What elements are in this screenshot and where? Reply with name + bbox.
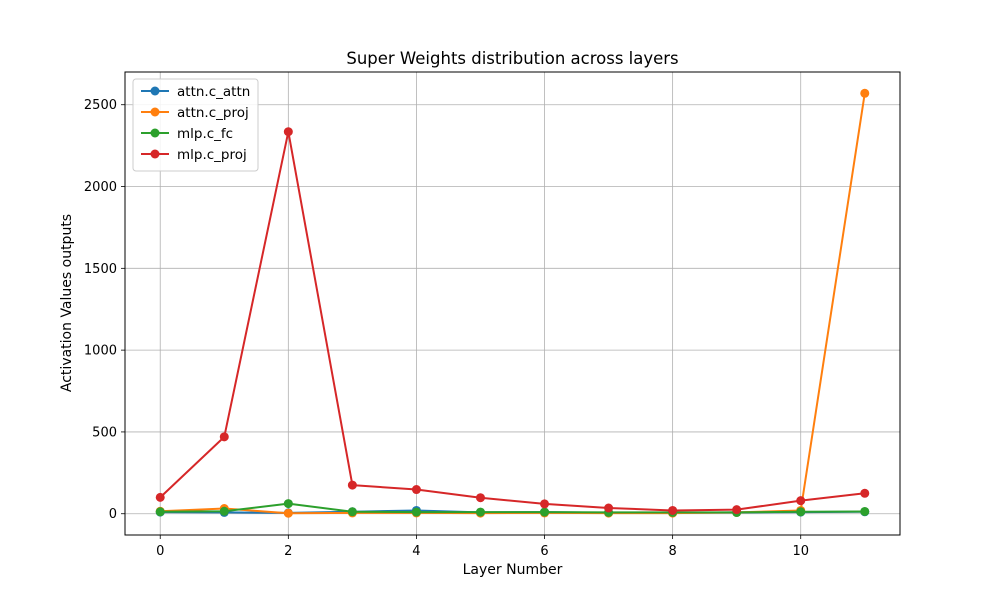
data-point <box>155 507 165 517</box>
data-point <box>732 505 742 515</box>
x-tick-label: 2 <box>284 544 292 559</box>
series-mlp-c-proj <box>155 127 870 515</box>
data-point <box>540 499 550 509</box>
data-point <box>411 485 421 495</box>
x-axis: 0 2 4 6 8 10 <box>156 535 809 559</box>
legend-item: mlp.c_proj <box>141 147 247 163</box>
legend-box <box>132 78 259 172</box>
legend-item: attn.c_attn <box>141 84 250 100</box>
data-point <box>796 496 806 506</box>
y-tick-label: 2500 <box>84 98 117 113</box>
x-tick-label: 10 <box>792 544 809 559</box>
y-tick-label: 1000 <box>84 344 117 359</box>
data-point <box>283 499 293 509</box>
legend-item: attn.c_proj <box>141 105 249 121</box>
x-tick-label: 8 <box>668 544 676 559</box>
data-point <box>668 505 678 515</box>
data-point <box>155 492 165 502</box>
chart-title: Super Weights distribution across layers <box>346 49 678 68</box>
y-tick-label: 2000 <box>84 180 117 195</box>
data-point <box>475 493 485 503</box>
data-point <box>411 507 421 517</box>
legend-marker <box>150 149 160 159</box>
data-point <box>475 507 485 517</box>
y-tick-label: 500 <box>92 425 117 440</box>
y-axis: 0 500 1000 1500 2000 2500 <box>84 98 125 522</box>
legend-marker <box>150 107 160 117</box>
data-point <box>860 88 870 98</box>
y-axis-label: Activation Values outputs <box>59 214 75 392</box>
plot-frame <box>124 71 901 536</box>
data-point <box>796 507 806 517</box>
x-tick-label: 4 <box>412 544 420 559</box>
legend-marker <box>150 128 160 138</box>
data-point <box>347 507 357 517</box>
y-tick-label: 0 <box>109 507 117 522</box>
data-point <box>219 506 229 516</box>
x-axis-label: Layer Number <box>463 562 563 578</box>
data-point <box>283 508 293 518</box>
series-group <box>155 88 870 518</box>
legend-marker <box>150 86 160 96</box>
data-point <box>860 506 870 516</box>
data-point <box>604 503 614 513</box>
series-attn-c-proj <box>155 88 870 518</box>
legend-label: attn.c_attn <box>177 84 250 100</box>
series-line <box>159 130 865 512</box>
x-tick-label: 0 <box>156 544 164 559</box>
legend-label: attn.c_proj <box>177 105 249 121</box>
data-point <box>540 507 550 517</box>
y-tick-label: 1500 <box>84 262 117 277</box>
x-tick-label: 6 <box>540 544 548 559</box>
data-point <box>219 432 229 442</box>
data-point <box>347 480 357 490</box>
legend-label: mlp.c_fc <box>177 126 233 142</box>
legend-label: mlp.c_proj <box>177 147 247 163</box>
series-line <box>160 93 866 515</box>
data-point <box>860 488 870 498</box>
series-line <box>160 502 865 514</box>
legend: attn.c_attn attn.c_proj mlp.c_fc mlp.c_proj <box>132 78 259 172</box>
data-point <box>283 127 293 137</box>
legend-item: mlp.c_fc <box>141 126 233 142</box>
